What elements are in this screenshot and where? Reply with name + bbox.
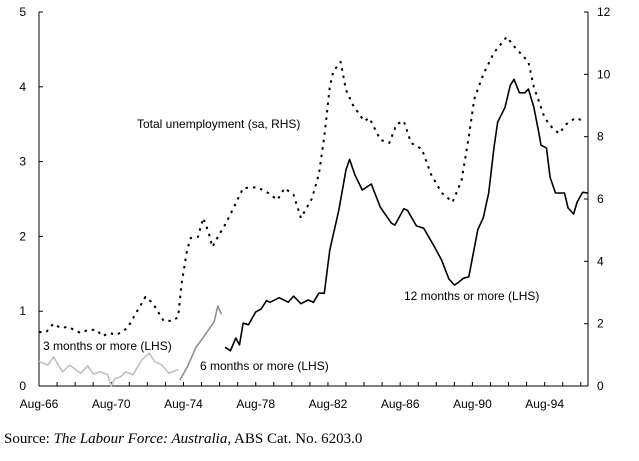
x-axis-tick-label: Aug-94 [525, 397, 564, 411]
series-lines [38, 35, 589, 387]
x-axis-tick-label: Aug-90 [453, 397, 492, 411]
x-axis-tick-label: Aug-78 [236, 397, 275, 411]
source-note: Source: The Labour Force: Australia, ABS… [4, 431, 362, 448]
left-axis-tick-label: 0 [19, 379, 26, 393]
x-axis-tick-label: Aug-74 [164, 397, 203, 411]
x-axis-tick-label: Aug-66 [20, 397, 59, 411]
right-axis-tick-label: 8 [597, 130, 604, 144]
right-axis-tick-label: 4 [597, 254, 604, 268]
source-suffix: , ABS Cat. No. 6203.0 [227, 431, 363, 447]
left-axis-tick-label: 2 [19, 229, 26, 243]
source-prefix: Source: [4, 431, 54, 447]
annotation-6-months: 6 months or more (LHS) [200, 359, 329, 373]
right-axis-tick-label: 10 [597, 67, 611, 81]
right-axis-tick-label: 12 [597, 5, 611, 19]
right-axis-tick-label: 2 [597, 317, 604, 331]
left-axis-tick-label: 3 [19, 155, 26, 169]
series-line-3-months-or-more-lhs [38, 352, 179, 387]
series-line-6-months-or-more-lhs [179, 305, 223, 381]
right-axis-tick-label: 0 [597, 379, 604, 393]
series-line-12-months-or-more-lhs [224, 78, 589, 352]
source-title: The Labour Force: Australia [53, 431, 228, 447]
right-axis-tick-label: 6 [597, 192, 604, 206]
left-axis-tick-label: 5 [19, 5, 26, 19]
x-axis-tick-label: Aug-70 [92, 397, 131, 411]
annotation-12-months: 12 months or more (LHS) [404, 289, 539, 303]
x-axis-tick-label: Aug-82 [309, 397, 348, 411]
x-axis-tick-label: Aug-86 [381, 397, 420, 411]
left-axis-tick-label: 1 [19, 304, 26, 318]
annotation-3-months: 3 months or more (LHS) [43, 339, 172, 353]
annotation-total-unemployment: Total unemployment (sa, RHS) [137, 117, 300, 131]
left-axis-tick-label: 4 [19, 80, 26, 94]
